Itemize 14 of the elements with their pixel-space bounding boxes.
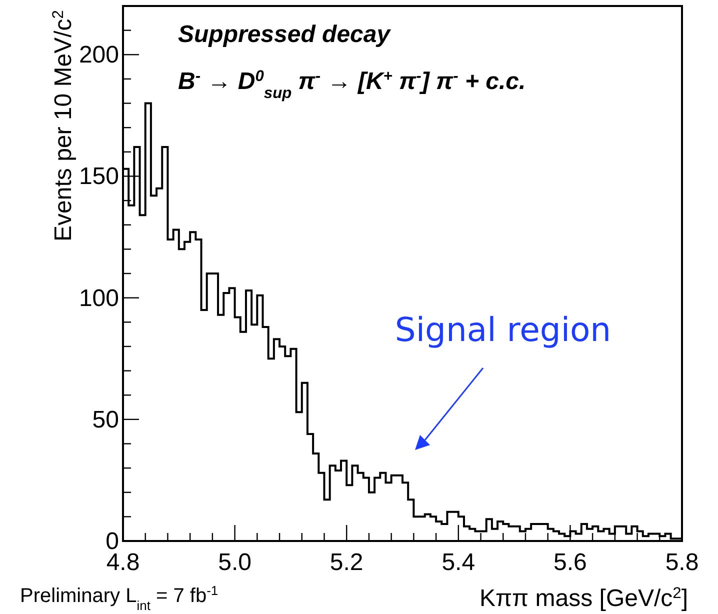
y-tick-label: 200 (78, 42, 119, 69)
y-tick-label: 150 (78, 163, 119, 190)
x-tick-label: 5.2 (330, 549, 364, 576)
text: B$^{-}$ → D$^{0}$$_{sup}$ π$^{-}$ → [K$^{+}$ π$^{-}$] π$^{-}$ + c.c. (178, 68, 526, 102)
annotation: Signal region (394, 310, 612, 349)
text: Suppressed decay (178, 21, 392, 48)
x-tick-label: 5.6 (554, 549, 587, 576)
y-tick-label: 100 (78, 284, 119, 312)
x-axis-title: Kππ mass [GeV/c$^{2}$] (479, 584, 688, 612)
y-tick-label: 50 (92, 406, 119, 434)
x-tick-label: 5.8 (665, 549, 699, 576)
x-tick-label: 5.0 (218, 549, 252, 576)
text: Preliminary L$_{int}$ = 7 fb$^{-1}$ (20, 582, 218, 612)
x-tick-label: 5.4 (442, 549, 476, 576)
